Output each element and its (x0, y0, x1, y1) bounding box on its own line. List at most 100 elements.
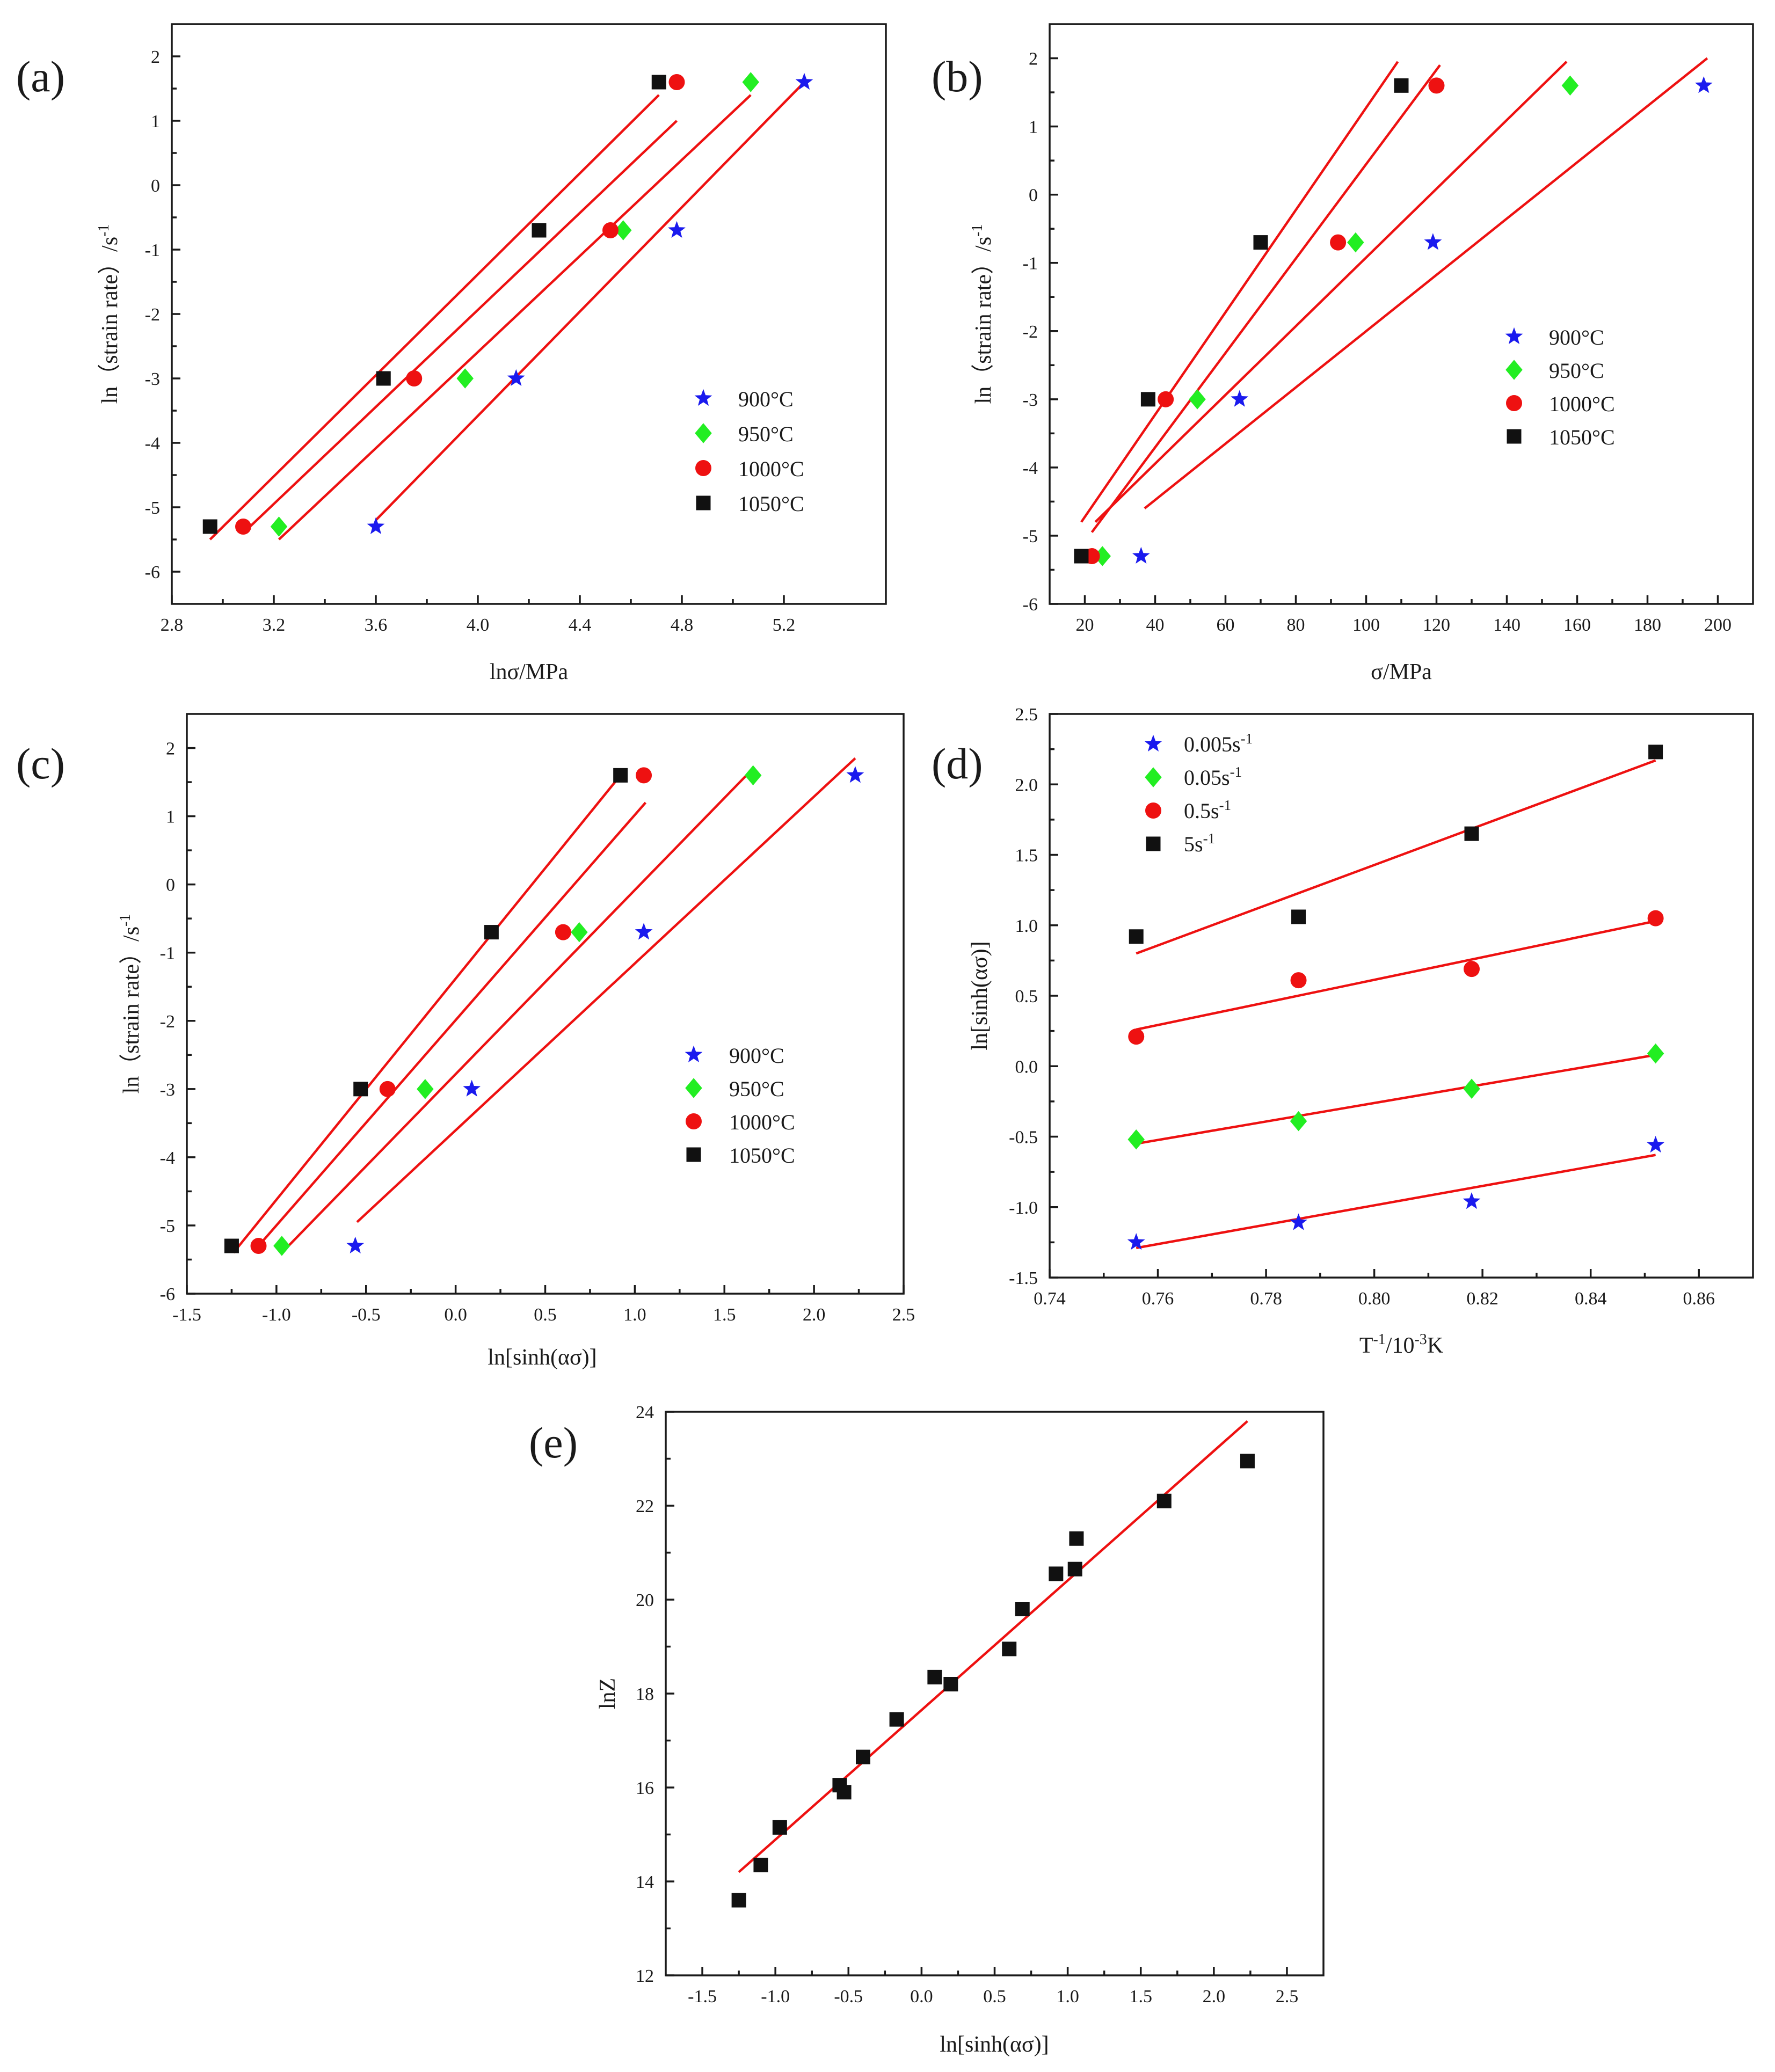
x-tick-label: 180 (1634, 615, 1661, 635)
legend-marker-square (686, 1147, 701, 1162)
y-tick-label: 1.5 (1015, 846, 1038, 866)
y-tick-label: 1 (1029, 118, 1038, 137)
data-point-diamond (744, 765, 762, 786)
legend-marker-circle (695, 460, 711, 476)
y-tick-label: 0.5 (1015, 987, 1038, 1006)
panel-b-legend-marker-950 (1505, 360, 1523, 380)
y-tick-label: 20 (636, 1591, 654, 1610)
panel-d-points (1127, 745, 1664, 1250)
x-tick-label: 2.0 (1203, 1987, 1226, 2007)
legend-marker-square (1146, 836, 1161, 851)
x-tick-label: -1.0 (262, 1305, 291, 1325)
data-point-square (1156, 1493, 1172, 1508)
data-point-star (1694, 76, 1713, 93)
x-tick-label: 0.0 (444, 1305, 467, 1325)
x-tick-label: 1.5 (713, 1305, 736, 1325)
panel-b-legend-item-900: 900°C (1505, 325, 1604, 349)
y-tick-label: 1 (151, 112, 160, 132)
panel-b-legend-marker-900 (1505, 327, 1523, 344)
data-point-square (651, 75, 666, 90)
x-tick-label: -1.5 (688, 1987, 717, 2007)
data-point-square (353, 1082, 368, 1097)
panel-b-x-axis-label: σ/MPa (1371, 660, 1432, 684)
fit-line (242, 120, 678, 534)
fit-line (232, 774, 622, 1254)
panel-c-legend-label-900: 900°C (729, 1044, 784, 1068)
panel-e-label: (e) (529, 1418, 578, 1467)
y-tick-label: -6 (145, 563, 160, 582)
panel-c-label: (c) (16, 739, 65, 788)
x-tick-label: 160 (1563, 615, 1591, 635)
panel-c-y-ticks: -6 -5 -4 -3 -2 -1 0 1 2 (160, 739, 195, 1304)
panel-b-legend-label-900: 900°C (1549, 325, 1604, 349)
data-point-diamond (1189, 389, 1206, 410)
data-point-square (1049, 1566, 1064, 1581)
panel-a-fit-lines (209, 81, 805, 541)
panel-a-legend: 900°C 950°C 1000°C 1050°C (694, 387, 804, 516)
y-tick-label: -2 (145, 305, 160, 325)
panel-b-x-ticks: 20 40 60 80 100 120 140 160 180 200 (1076, 595, 1732, 635)
x-tick-label: 80 (1287, 615, 1305, 635)
legend-marker-star (685, 1045, 703, 1062)
panel-c-legend-marker-1000 (686, 1113, 702, 1129)
panel-d-legend: 0.005s-1 0.05s-1 0.5s-1 5s-1 (1144, 731, 1253, 856)
panel-d-legend-label-0005: 0.005s-1 (1184, 731, 1253, 756)
x-tick-label: 60 (1217, 615, 1235, 635)
data-point-square (1067, 1562, 1082, 1577)
data-point-square (1253, 235, 1268, 250)
y-tick-label: -6 (160, 1285, 175, 1304)
panel-a-legend-label-950: 950°C (738, 422, 794, 446)
legend-marker-diamond (685, 1078, 702, 1098)
panel-d-y-ticks: -1.5 -1.0 -0.5 0.0 0.5 1.0 1.5 2.0 2.5 (1009, 705, 1058, 1288)
x-tick-label: 100 (1352, 615, 1380, 635)
y-tick-label: 2.0 (1015, 775, 1038, 795)
panel-d-x-ticks: 0.74 0.76 0.78 0.80 0.82 0.84 0.86 (1034, 1269, 1715, 1309)
fit-line (1136, 1154, 1656, 1250)
y-tick-label: -0.5 (1009, 1128, 1038, 1148)
panel-b-legend-label-950: 950°C (1549, 359, 1604, 383)
data-point-circle (250, 1238, 267, 1254)
x-tick-label: 4.8 (671, 615, 694, 635)
panel-a-label: (a) (16, 52, 65, 101)
y-tick-label: 0 (151, 176, 160, 196)
panel-b-legend-marker-1050 (1507, 429, 1522, 444)
data-point-star (668, 221, 686, 238)
x-tick-label: 120 (1423, 615, 1450, 635)
y-tick-label: -1 (1023, 254, 1038, 274)
x-tick-label: 2.8 (161, 615, 184, 635)
x-tick-label: 0.5 (983, 1987, 1006, 2007)
data-point-star (795, 72, 813, 90)
y-tick-label: 0.0 (1015, 1057, 1038, 1077)
data-point-circle (668, 74, 685, 90)
panel-d-y-axis-label: ln[sinh(ασ)] (967, 941, 992, 1050)
data-point-square (613, 768, 628, 783)
data-point-star (1127, 1233, 1145, 1250)
legend-marker-square (1507, 429, 1522, 444)
panel-e-x-ticks: -1.5 -1.0 -0.5 0.0 0.5 1.0 1.5 2.0 2.5 (688, 1967, 1298, 2007)
data-point-diamond (1094, 546, 1111, 566)
legend-marker-star (694, 389, 712, 406)
data-point-circle (406, 370, 423, 386)
panel-c-legend-marker-950 (685, 1078, 702, 1098)
panel-b-y-ticks: -6 -5 -4 -3 -2 -1 0 1 2 (1023, 49, 1058, 615)
data-point-square (753, 1857, 768, 1872)
fit-line (257, 801, 647, 1247)
data-point-circle (1647, 910, 1664, 926)
fit-line (281, 768, 754, 1254)
y-tick-label: -4 (1023, 458, 1038, 478)
panel-a-legend-label-1050: 1050°C (738, 492, 804, 516)
panel-c-legend-item-1000: 1000°C (686, 1110, 795, 1134)
data-point-circle (1290, 972, 1307, 989)
data-point-diamond (1127, 1129, 1145, 1150)
panel-b-plot-frame (1049, 23, 1754, 605)
panel-c-legend-marker-1050 (686, 1147, 701, 1162)
panel-d-legend-marker-5 (1146, 836, 1161, 851)
data-point-square (1394, 78, 1409, 93)
fit-line (1136, 920, 1656, 1031)
data-point-square (731, 1893, 746, 1908)
fit-line (1094, 61, 1568, 523)
panel-a-legend-marker-950 (695, 423, 712, 443)
data-point-diamond (615, 220, 632, 240)
y-tick-label: -1 (160, 944, 175, 964)
data-point-diamond (417, 1079, 434, 1099)
